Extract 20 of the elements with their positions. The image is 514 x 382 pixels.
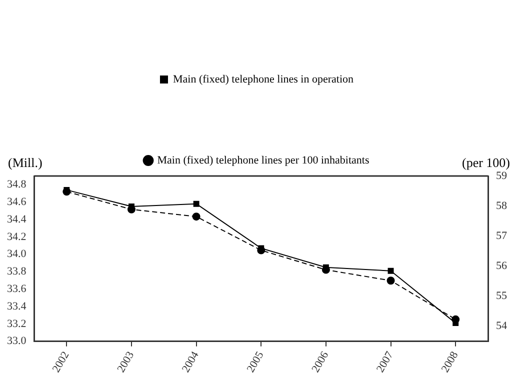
y-tick-label: 34.2 [7, 230, 26, 243]
y-tick-label: 33.2 [7, 318, 26, 330]
y-tick-label: 34.0 [7, 248, 27, 260]
y-tick-label: 33.6 [7, 283, 27, 296]
y-tick-label: 34.6 [7, 196, 27, 208]
legend-label: Main (fixed) telephone lines in operation [172, 73, 354, 86]
y2-tick-label: 56 [496, 260, 508, 272]
y2-tick-label: 57 [496, 230, 508, 242]
y-tick-label: 34.4 [7, 213, 27, 226]
y-tick-label: 33.8 [7, 266, 27, 278]
y-axis-title: (Mill.) [8, 154, 42, 170]
y-tick-label: 33.4 [7, 300, 27, 312]
y-tick-label: 34.8 [7, 178, 27, 191]
y2-tick-label: 58 [496, 200, 508, 212]
y2-axis-title: (per 100) [462, 154, 510, 170]
y2-tick-label: 59 [496, 170, 508, 182]
y2-tick-label: 54 [496, 320, 508, 332]
y-tick-label: 33.0 [7, 335, 27, 348]
legend-label: Main (fixed) telephone lines per 100 inhabitants [157, 154, 370, 166]
y2-tick-label: 55 [496, 290, 508, 302]
